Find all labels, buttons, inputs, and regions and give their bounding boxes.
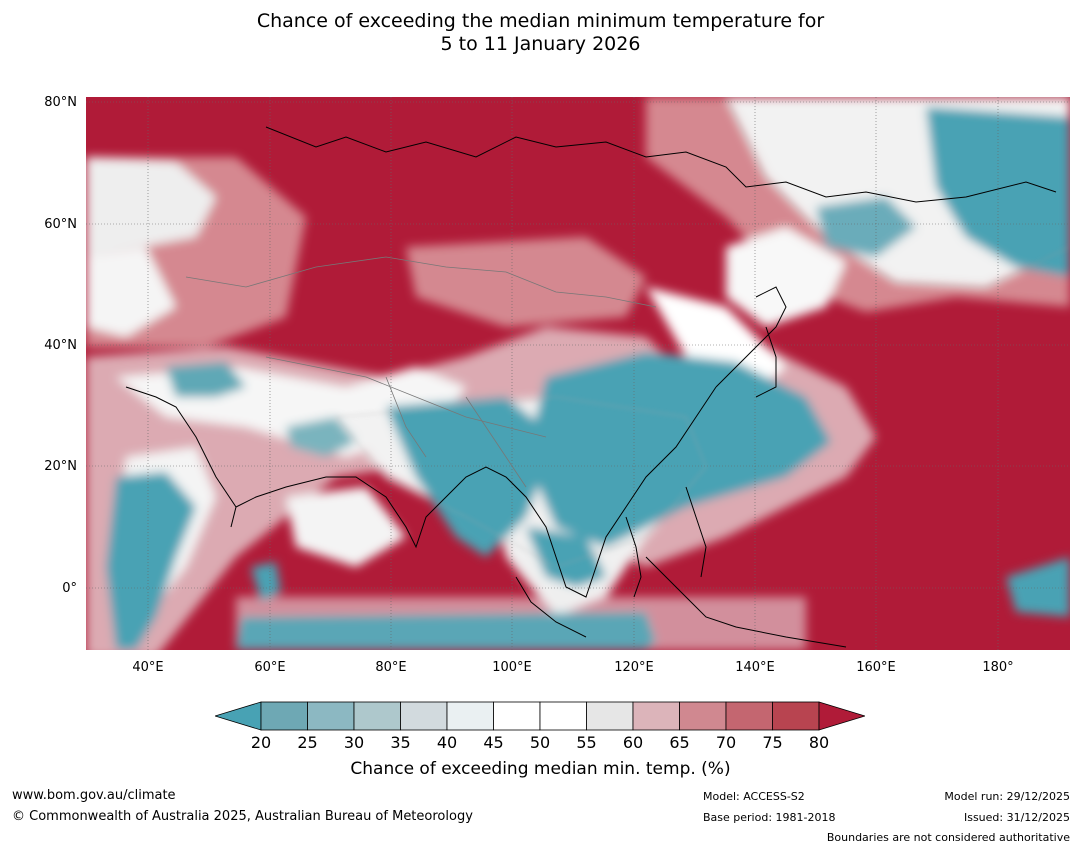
title-line-1: Chance of exceeding the median minimum t… bbox=[256, 10, 825, 32]
colorbar-bin bbox=[493, 701, 541, 731]
colorbar-bin bbox=[400, 701, 448, 731]
boundaries-disclaimer: Boundaries are not considered authoritat… bbox=[826, 831, 1070, 844]
lat-label-20n: 20°N bbox=[44, 459, 77, 474]
lon-label-180: 180° bbox=[982, 660, 1014, 675]
lon-label-140e: 140°E bbox=[735, 660, 775, 675]
colorbar-high-extension bbox=[818, 701, 867, 731]
lat-label-60n: 60°N bbox=[44, 217, 77, 232]
lat-label-80n: 80°N bbox=[44, 95, 77, 110]
colorbar-tick-label: 40 bbox=[436, 733, 458, 752]
colorbar-tick-label: 80 bbox=[808, 733, 830, 752]
colorbar-bin bbox=[586, 701, 634, 731]
colorbar-bin bbox=[353, 701, 401, 731]
colorbar-tick-label: 25 bbox=[297, 733, 318, 752]
colorbar-bin bbox=[539, 701, 587, 731]
forecast-map bbox=[86, 97, 1070, 650]
lon-label-80e: 80°E bbox=[375, 660, 407, 675]
lat-label-40n: 40°N bbox=[44, 338, 77, 353]
issued-date: Issued: 31/12/2025 bbox=[963, 811, 1070, 824]
colorbar-tick-label: 45 bbox=[483, 733, 504, 752]
contour-layer bbox=[335, 97, 1070, 568]
lat-label-0: 0° bbox=[62, 581, 77, 596]
colorbar-tick-label: 75 bbox=[762, 733, 783, 752]
colorbar-tick-label: 50 bbox=[529, 733, 551, 752]
graticule bbox=[86, 97, 1070, 650]
lon-label-120e: 120°E bbox=[614, 660, 654, 675]
colorbar-tick-label: 35 bbox=[390, 733, 411, 752]
title-line-2: 5 to 11 January 2026 bbox=[440, 33, 641, 55]
lon-label-60e: 60°E bbox=[254, 660, 286, 675]
colorbar-bin bbox=[725, 701, 773, 731]
borders bbox=[185, 256, 657, 488]
colorbar-bin bbox=[679, 701, 727, 731]
colorbar-tick-label: 70 bbox=[715, 733, 737, 752]
map-canvas bbox=[86, 97, 1070, 650]
colorbar-svg bbox=[213, 701, 867, 731]
anomaly-layer bbox=[86, 97, 1070, 650]
coastlines bbox=[125, 126, 1057, 648]
copyright-text: © Commonwealth of Australia 2025, Austra… bbox=[12, 809, 473, 824]
colorbar-label: Chance of exceeding median min. temp. (%… bbox=[350, 759, 731, 779]
colorbar-tick-label: 30 bbox=[343, 733, 365, 752]
colorbar-tick-label: 60 bbox=[622, 733, 644, 752]
colorbar-bin bbox=[632, 701, 680, 731]
base-period: Base period: 1981-2018 bbox=[703, 811, 836, 824]
colorbar-bin bbox=[446, 701, 494, 731]
colorbar-tick-label: 65 bbox=[669, 733, 690, 752]
lon-label-100e: 100°E bbox=[492, 660, 532, 675]
colorbar-bin bbox=[307, 701, 355, 731]
lon-label-160e: 160°E bbox=[856, 660, 896, 675]
colorbar-bin bbox=[260, 701, 308, 731]
colorbar-low-extension bbox=[213, 701, 262, 731]
map-title: Chance of exceeding the median minimum t… bbox=[0, 10, 1081, 56]
model-name: Model: ACCESS-S2 bbox=[703, 790, 805, 803]
model-run: Model run: 29/12/2025 bbox=[944, 790, 1070, 803]
lon-label-40e: 40°E bbox=[132, 660, 164, 675]
colorbar-tick-label: 55 bbox=[576, 733, 597, 752]
colorbar bbox=[213, 700, 867, 732]
colorbar-bin bbox=[772, 701, 820, 731]
colorbar-tick-label: 20 bbox=[250, 733, 272, 752]
website-link[interactable]: www.bom.gov.au/climate bbox=[12, 788, 176, 803]
